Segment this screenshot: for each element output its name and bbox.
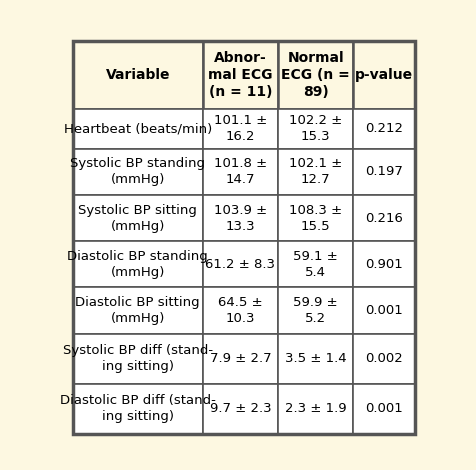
Bar	[73, 109, 203, 149]
Bar	[73, 195, 203, 241]
Bar	[73, 41, 203, 109]
Text: Heartbeat (beats/min): Heartbeat (beats/min)	[64, 122, 212, 135]
Bar	[353, 149, 415, 195]
Text: 59.9 ±
5.2: 59.9 ± 5.2	[293, 296, 338, 325]
Text: 102.2 ±
15.3: 102.2 ± 15.3	[289, 114, 342, 143]
Text: Systolic BP standing
(mmHg): Systolic BP standing (mmHg)	[70, 157, 205, 187]
Text: 64.5 ±
10.3: 64.5 ± 10.3	[218, 296, 263, 325]
Text: 3.5 ± 1.4: 3.5 ± 1.4	[285, 352, 347, 365]
Text: Diastolic BP diff (stand-
ing sitting): Diastolic BP diff (stand- ing sitting)	[60, 394, 216, 423]
Text: 101.1 ±
16.2: 101.1 ± 16.2	[214, 114, 267, 143]
Text: 0.002: 0.002	[366, 352, 403, 365]
Bar	[203, 109, 278, 149]
Bar	[278, 41, 353, 109]
Bar	[353, 287, 415, 334]
Text: 59.1 ±
5.4: 59.1 ± 5.4	[293, 250, 338, 279]
Bar	[353, 384, 415, 434]
Bar	[278, 149, 353, 195]
Bar	[278, 195, 353, 241]
Text: Abnor-
mal ECG
(n = 11): Abnor- mal ECG (n = 11)	[208, 51, 273, 99]
Bar	[203, 384, 278, 434]
Bar	[353, 41, 415, 109]
Text: 0.197: 0.197	[365, 165, 403, 179]
Text: 0.001: 0.001	[366, 402, 403, 415]
Bar	[73, 287, 203, 334]
Text: 61.2 ± 8.3: 61.2 ± 8.3	[206, 258, 276, 271]
Bar	[203, 149, 278, 195]
Bar	[278, 334, 353, 384]
Text: 2.3 ± 1.9: 2.3 ± 1.9	[285, 402, 347, 415]
Text: Systolic BP sitting
(mmHg): Systolic BP sitting (mmHg)	[79, 204, 197, 233]
Text: p-value: p-value	[355, 68, 413, 82]
Text: 103.9 ±
13.3: 103.9 ± 13.3	[214, 204, 267, 233]
Bar	[278, 384, 353, 434]
Bar	[203, 195, 278, 241]
Text: Normal
ECG (n =
89): Normal ECG (n = 89)	[281, 51, 350, 99]
Bar	[203, 41, 278, 109]
Bar	[203, 241, 278, 287]
Text: 0.216: 0.216	[365, 212, 403, 225]
Bar	[73, 334, 203, 384]
Text: 102.1 ±
12.7: 102.1 ± 12.7	[289, 157, 342, 187]
Text: 7.9 ± 2.7: 7.9 ± 2.7	[209, 352, 271, 365]
Bar	[278, 241, 353, 287]
Text: 9.7 ± 2.3: 9.7 ± 2.3	[209, 402, 271, 415]
Bar	[73, 384, 203, 434]
Text: 0.212: 0.212	[365, 122, 403, 135]
Bar	[353, 109, 415, 149]
Text: 101.8 ±
14.7: 101.8 ± 14.7	[214, 157, 267, 187]
Text: Variable: Variable	[106, 68, 170, 82]
Bar	[278, 287, 353, 334]
Text: 108.3 ±
15.5: 108.3 ± 15.5	[289, 204, 342, 233]
Bar	[203, 334, 278, 384]
Bar	[353, 241, 415, 287]
Text: Diastolic BP sitting
(mmHg): Diastolic BP sitting (mmHg)	[76, 296, 200, 325]
Text: 0.901: 0.901	[366, 258, 403, 271]
Bar	[203, 287, 278, 334]
Bar	[73, 149, 203, 195]
Bar	[353, 334, 415, 384]
Bar	[73, 241, 203, 287]
Text: 0.001: 0.001	[366, 304, 403, 317]
Text: Systolic BP diff (stand-
ing sitting): Systolic BP diff (stand- ing sitting)	[63, 344, 213, 373]
Bar	[353, 195, 415, 241]
Bar	[278, 109, 353, 149]
Text: Diastolic BP standing
(mmHg): Diastolic BP standing (mmHg)	[68, 250, 208, 279]
